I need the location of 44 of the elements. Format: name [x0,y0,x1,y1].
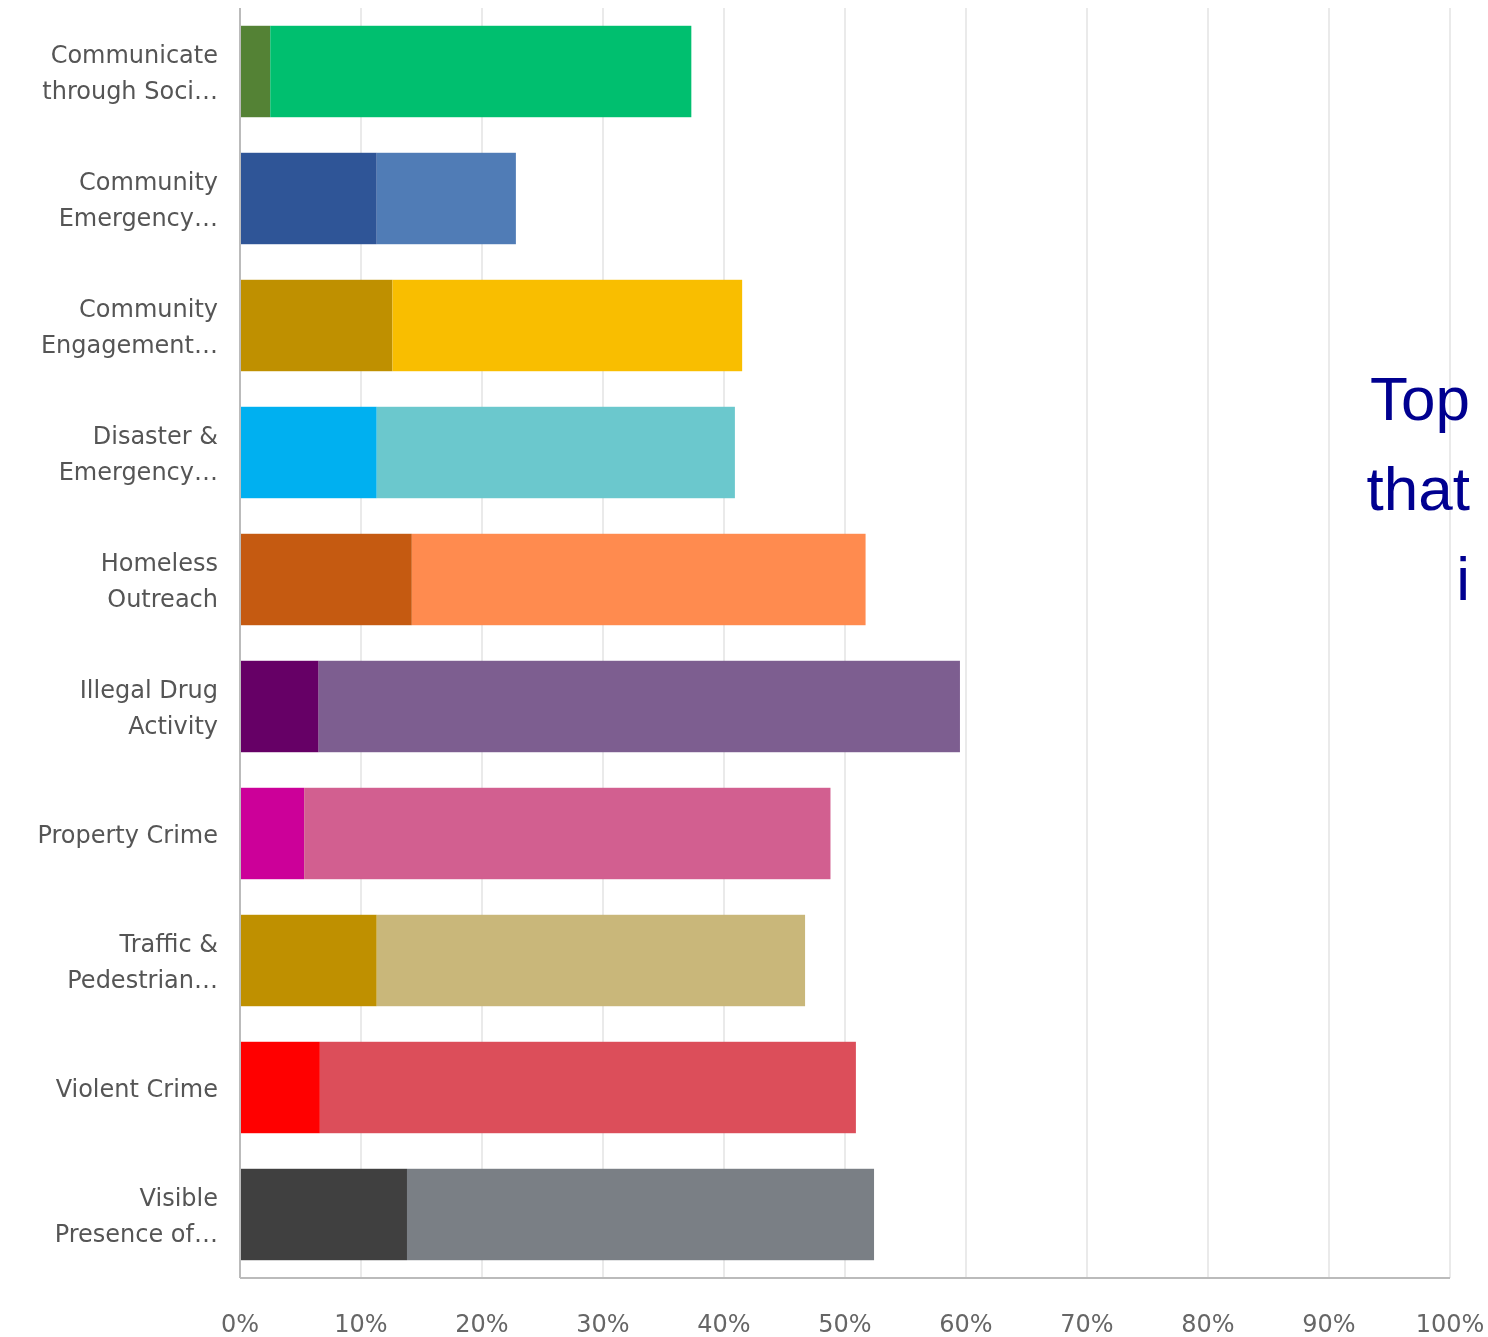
bar [406,1168,875,1261]
bar [376,152,516,245]
x-tick-label: 0% [220,1310,260,1337]
y-tick-label: Illegal Drug Activity [79,675,218,740]
bar [240,279,393,372]
x-tick-label: 60% [939,1310,993,1337]
y-tick-label: Community Engagement… [40,294,218,359]
y-tick-label: Violent Crime [55,1074,218,1103]
bar [304,787,831,880]
bar [376,914,806,1007]
bar [240,25,271,118]
bar [240,787,305,880]
bar [240,406,377,499]
x-tick-label: 40% [697,1310,751,1337]
y-tick-label: Communicate through Soci… [42,40,218,105]
x-tick-label: 70% [1060,1310,1114,1337]
annotation: that [1366,454,1470,523]
text: i [1456,544,1470,613]
bar [318,660,960,753]
y-tick-label: Property Crime [37,820,218,849]
bar [240,1168,407,1261]
bar [270,25,692,118]
x-tick-label: 10% [334,1310,388,1337]
bar [240,533,412,626]
bar [319,1041,856,1134]
x-tick-label: 30% [576,1310,630,1337]
bar [411,533,866,626]
bar [240,660,319,753]
bar [240,1041,320,1134]
y-tick-label: Visible Presence of… [54,1183,218,1248]
annotation: Top [1370,364,1470,433]
y-tick-label: Traffic & Pedestrian… [67,929,218,994]
x-tick-label: 80% [1181,1310,1235,1337]
bar [240,152,377,245]
x-tick-label: 90% [1302,1310,1356,1337]
y-tick-label: Disaster & Emergency… [58,421,218,486]
y-tick-label: Homeless Outreach [100,548,218,613]
bar [376,406,735,499]
bar [240,914,377,1007]
bar [392,279,743,372]
x-tick-label: 100% [1415,1310,1485,1337]
y-tick-label: Community Emergency… [58,167,218,232]
x-tick-label: 20% [455,1310,509,1337]
x-tick-label: 50% [818,1310,872,1337]
